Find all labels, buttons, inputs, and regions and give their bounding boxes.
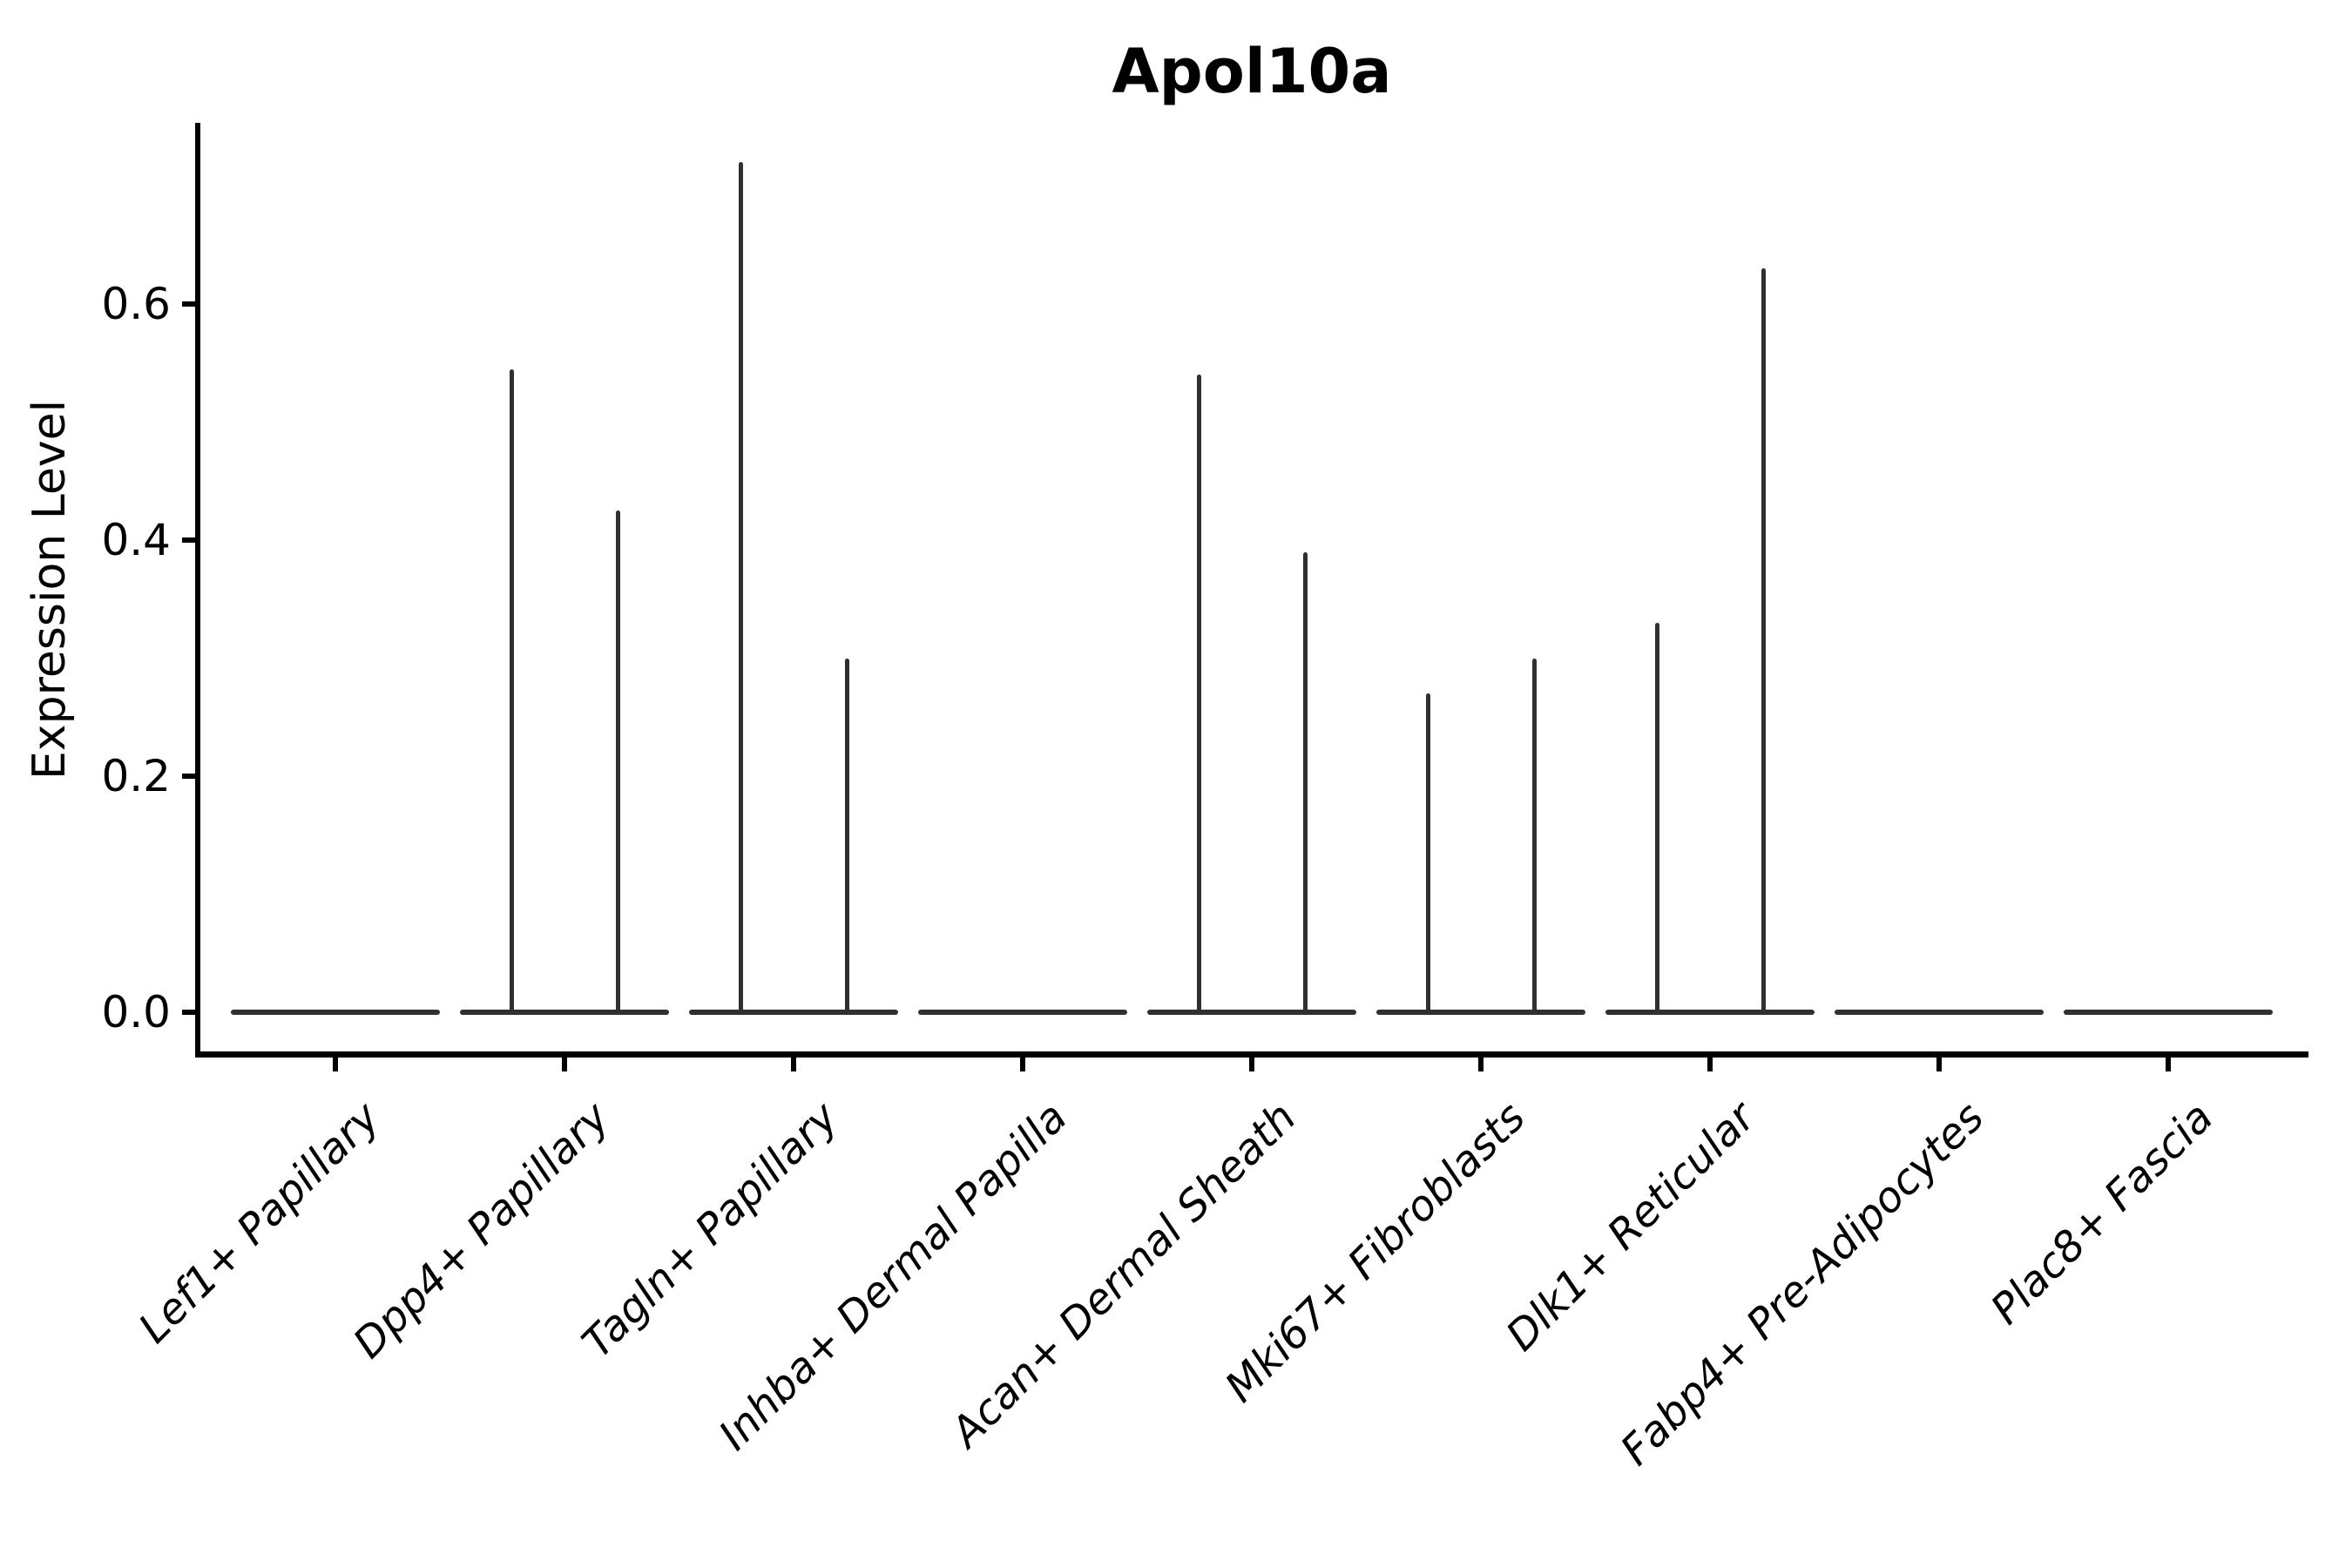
- y-axis-spine: [195, 123, 200, 1058]
- violin-spike: [1196, 375, 1201, 1015]
- x-tick-label: Lef1+ Papillary: [130, 1092, 390, 1353]
- y-tick-label: 0.6: [101, 279, 171, 329]
- violin-spike: [1654, 622, 1659, 1015]
- violin-spike: [1761, 268, 1766, 1015]
- violin-base: [1147, 1010, 1356, 1015]
- x-tick-mark: [1020, 1058, 1025, 1071]
- violin-base: [460, 1010, 669, 1015]
- x-tick-mark: [2166, 1058, 2171, 1071]
- violin-base: [1835, 1010, 2044, 1015]
- y-tick-label: 0.2: [101, 751, 171, 801]
- chart-title: Apol10a: [1112, 36, 1392, 107]
- x-tick-label: Dlk1+ Reticular: [1496, 1092, 1765, 1361]
- x-tick-mark: [1936, 1058, 1942, 1071]
- violin-base: [231, 1010, 440, 1015]
- violin-spike: [509, 368, 514, 1015]
- y-tick-label: 0.4: [101, 515, 171, 565]
- violin-spike: [738, 162, 743, 1015]
- y-tick-label: 0.0: [101, 987, 171, 1037]
- violin-base: [1605, 1010, 1815, 1015]
- violin-base: [918, 1010, 1127, 1015]
- x-tick-label: Dpp4+ Papillary: [343, 1092, 619, 1369]
- violin-spike: [615, 510, 620, 1015]
- x-tick-label: Tagln+ Papillary: [572, 1092, 848, 1368]
- x-tick-mark: [1249, 1058, 1254, 1071]
- y-axis-label: Expression Level: [24, 399, 76, 781]
- x-tick-mark: [791, 1058, 796, 1071]
- y-tick-mark: [182, 1010, 195, 1015]
- y-tick-mark: [182, 774, 195, 779]
- violin-spike: [844, 658, 849, 1015]
- x-tick-label: Fabp4+ Pre-Adipocytes: [1611, 1092, 1994, 1476]
- violin-spike: [1425, 693, 1430, 1015]
- y-tick-mark: [182, 537, 195, 543]
- x-tick-mark: [1707, 1058, 1713, 1071]
- violin-base: [689, 1010, 898, 1015]
- violin-spike: [1302, 551, 1308, 1015]
- x-tick-label: Plac8+ Fascia: [1981, 1092, 2223, 1335]
- violin-base: [1376, 1010, 1585, 1015]
- x-tick-mark: [562, 1058, 567, 1071]
- x-tick-mark: [1478, 1058, 1484, 1071]
- x-tick-mark: [333, 1058, 338, 1071]
- violin-spike: [1531, 658, 1537, 1015]
- x-axis-spine: [195, 1051, 2308, 1058]
- y-tick-mark: [182, 301, 195, 307]
- violin-base: [2064, 1010, 2273, 1015]
